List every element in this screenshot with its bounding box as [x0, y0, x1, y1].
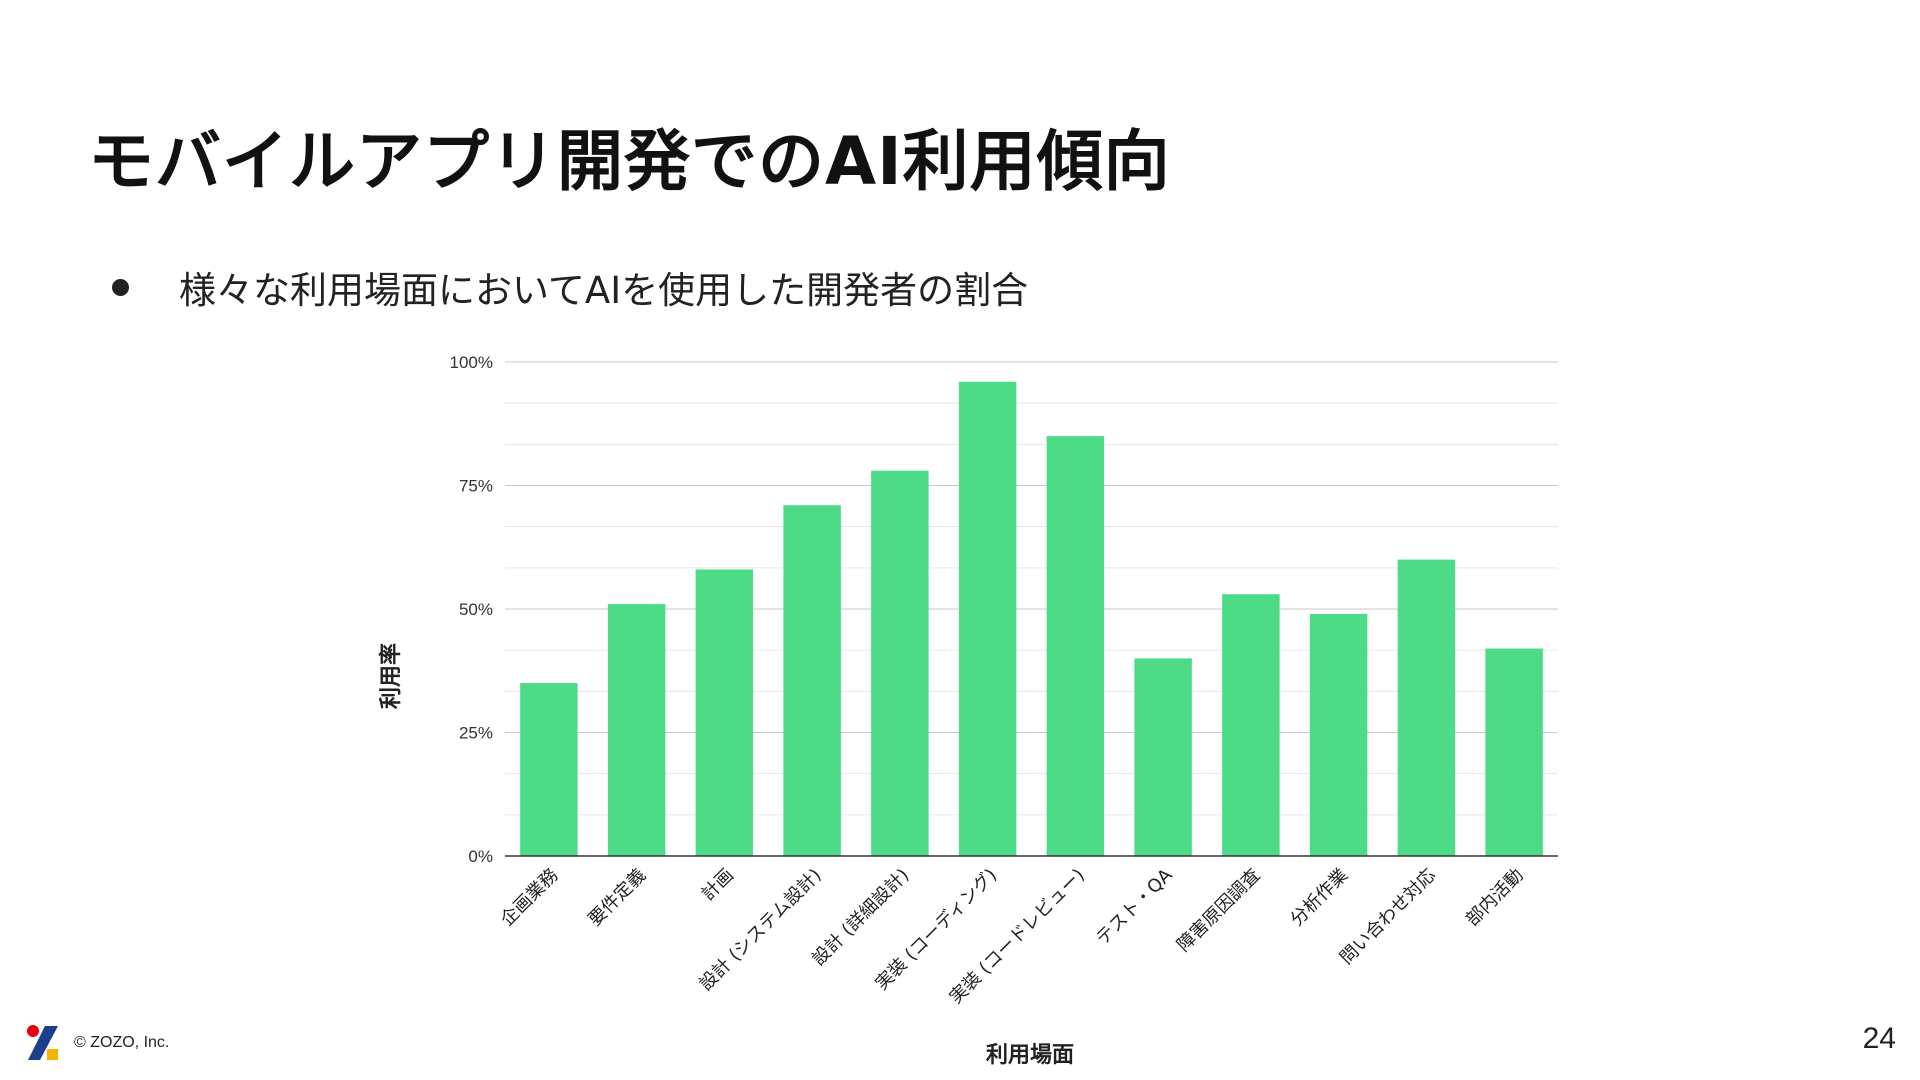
slide-title: モバイルアプリ開発でのAI利用傾向	[88, 123, 1171, 200]
bar	[958, 381, 1017, 856]
bar	[1046, 436, 1105, 856]
bar	[1397, 559, 1456, 856]
copyright-text: © ZOZO, Inc.	[74, 1034, 170, 1051]
y-tick-label: 75%	[459, 477, 493, 496]
bullet-dot-icon	[112, 278, 129, 296]
x-tick-label: テスト・QA	[1092, 864, 1177, 949]
bar	[520, 683, 578, 856]
y-tick-label: 25%	[459, 724, 493, 743]
gridlines	[505, 361, 1558, 816]
x-tick-label: 障害原因調査	[1173, 865, 1264, 956]
x-tick-label: 計画	[698, 865, 738, 905]
bars	[520, 381, 1543, 856]
bar	[1309, 613, 1368, 856]
bar	[783, 505, 841, 856]
y-axis-ticks: 0% 25% 50% 75% 100%	[450, 353, 493, 866]
x-tick-label: 問い合わせ対応	[1336, 865, 1440, 969]
x-tick-label: 部内活動	[1462, 865, 1528, 931]
bar	[607, 604, 666, 856]
bar	[1134, 658, 1192, 856]
zozo-logo-icon	[26, 1024, 60, 1062]
bar	[1485, 648, 1543, 856]
x-tick-label: 要件定義	[584, 865, 650, 931]
bar	[1222, 594, 1280, 856]
bar	[871, 470, 929, 856]
x-tick-label: 分析作業	[1286, 865, 1352, 931]
bullet-point: 様々な利用場面においてAIを使用した開発者の割合	[112, 260, 1028, 314]
bar	[695, 569, 754, 856]
y-axis-title: 利用率	[378, 643, 404, 709]
y-tick-label: 0%	[468, 847, 493, 866]
y-tick-label: 50%	[459, 600, 493, 619]
page-number: 24	[1862, 1022, 1896, 1055]
y-tick-label: 100%	[450, 353, 493, 372]
footer: © ZOZO, Inc.	[26, 1024, 169, 1062]
x-axis-title: 利用場面	[986, 1043, 1074, 1068]
x-tick-label: 企画業務	[497, 865, 563, 931]
bullet-text: 様々な利用場面においてAIを使用した開発者の割合	[179, 269, 1029, 312]
